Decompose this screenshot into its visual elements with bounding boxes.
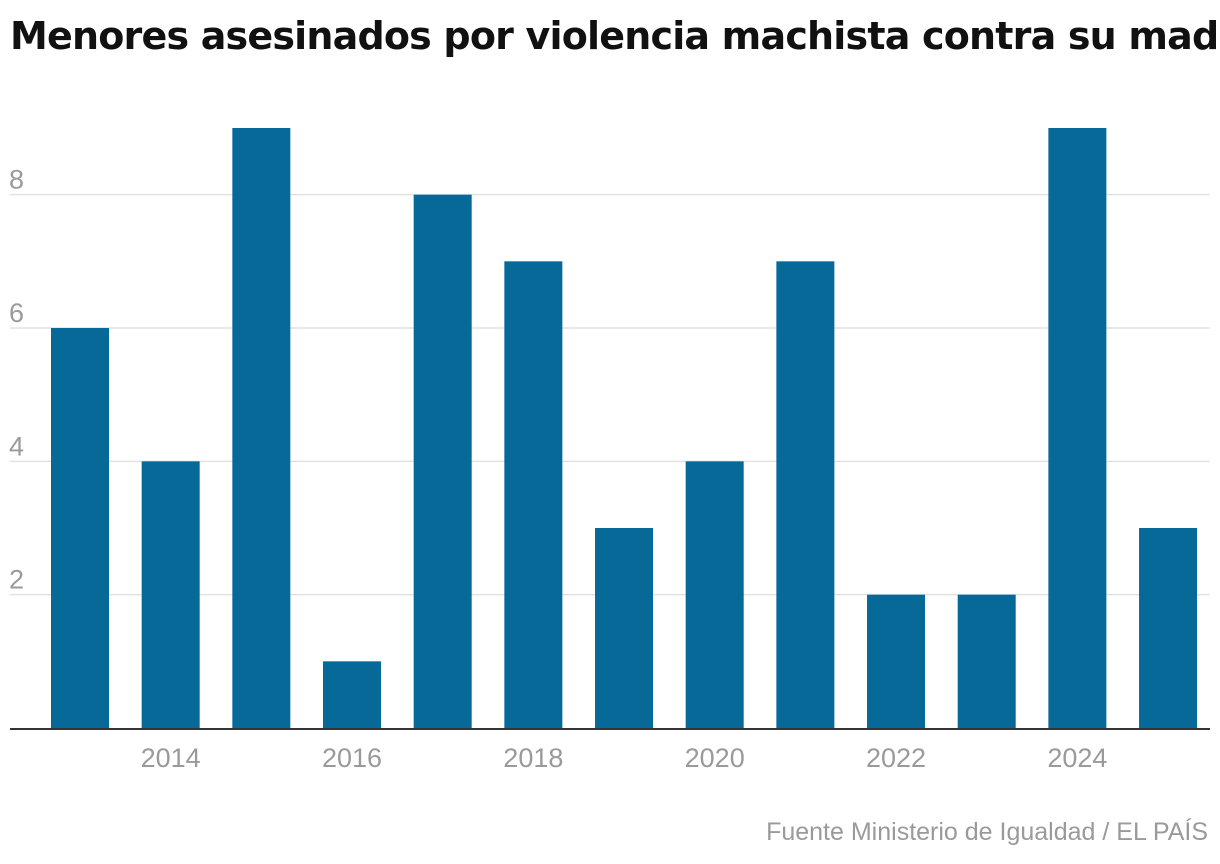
x-tick-label-2018: 2018 — [503, 743, 563, 773]
y-tick-label-4: 4 — [9, 431, 24, 461]
x-tick-label-2022: 2022 — [866, 743, 926, 773]
chart-title: Menores asesinados por violencia machist… — [10, 14, 1220, 58]
bars — [51, 128, 1198, 728]
bar-2013 — [51, 328, 109, 728]
bar-2014 — [141, 461, 200, 728]
bar-2025 — [1139, 528, 1198, 728]
bar-2020 — [685, 461, 744, 728]
x-tick-label-2020: 2020 — [685, 743, 745, 773]
bar-2023 — [957, 594, 1016, 728]
tick-labels: 2 4 6 8 2014 2016 2018 2020 2022 2024 — [9, 165, 1107, 773]
bar-2022 — [867, 594, 926, 728]
bar-2015 — [232, 128, 291, 728]
bar-2016 — [323, 661, 382, 728]
bar-2021 — [776, 261, 835, 728]
source-note: Fuente Ministerio de Igualdad / EL PAÍS — [766, 818, 1208, 846]
bar-2019 — [595, 528, 654, 728]
x-tick-label-2014: 2014 — [141, 743, 201, 773]
y-tick-label-6: 6 — [9, 298, 24, 328]
bar-2024 — [1048, 128, 1107, 728]
y-tick-label-2: 2 — [9, 565, 24, 595]
bar-2017 — [413, 194, 472, 728]
y-tick-label-8: 8 — [9, 165, 24, 195]
x-tick-label-2016: 2016 — [322, 743, 382, 773]
x-tick-label-2024: 2024 — [1047, 743, 1107, 773]
bar-2018 — [504, 261, 563, 728]
